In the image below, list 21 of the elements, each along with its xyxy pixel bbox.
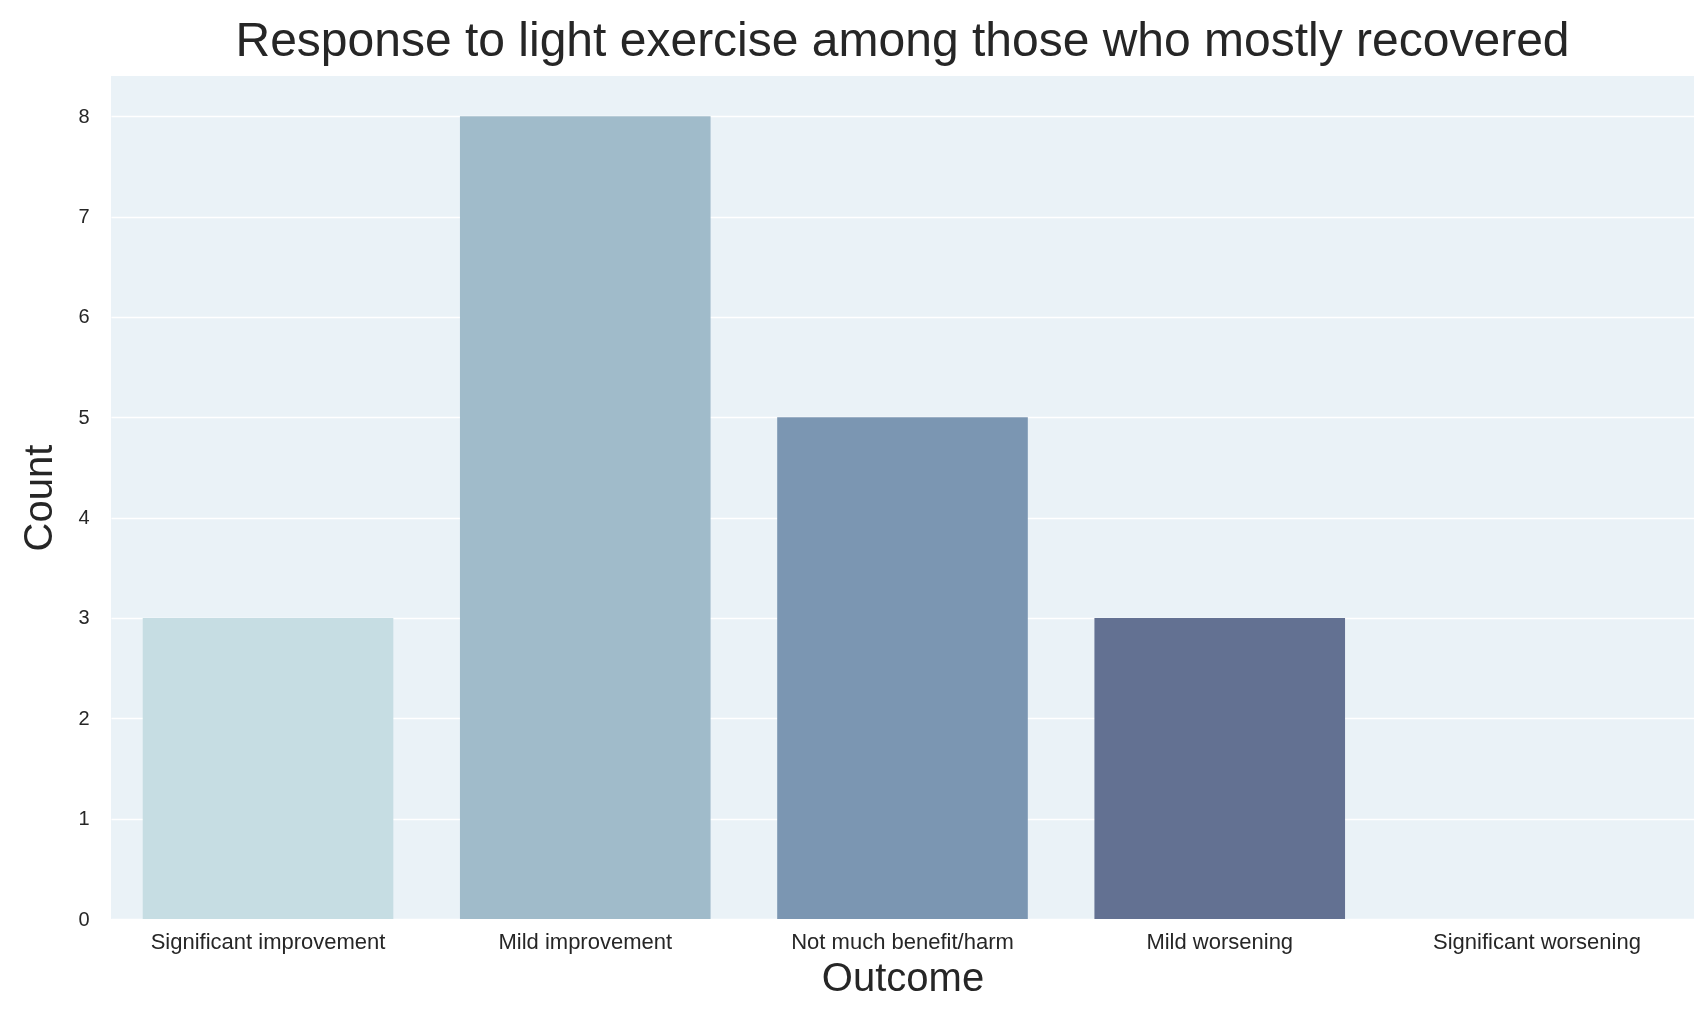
x-tick-label: Significant worsening (1433, 928, 1641, 954)
y-tick-label: 8 (78, 104, 90, 127)
x-axis-title: Outcome (821, 954, 985, 999)
bar (1094, 617, 1346, 919)
y-axis-title: Count (16, 444, 61, 552)
y-tick-label: 2 (78, 706, 90, 729)
y-tick-label: 3 (78, 606, 90, 629)
x-tick-label: Mild improvement (498, 928, 673, 954)
bar (777, 417, 1028, 919)
bar (459, 116, 711, 919)
y-tick-label: 0 (78, 907, 90, 930)
x-tick-label: Mild worsening (1146, 928, 1294, 954)
bar (142, 617, 394, 919)
y-tick-label: 1 (78, 807, 90, 830)
chart-title: Response to light exercise among those who mostly recovered (235, 13, 1570, 66)
x-tick-label: Significant improvement (150, 928, 386, 954)
y-tick-label: 7 (78, 205, 90, 227)
y-tick-label: 6 (78, 305, 90, 328)
y-tick-label: 4 (78, 506, 90, 529)
y-tick-label: 5 (78, 405, 90, 428)
x-tick-label: Not much benefit/harm (791, 928, 1014, 954)
